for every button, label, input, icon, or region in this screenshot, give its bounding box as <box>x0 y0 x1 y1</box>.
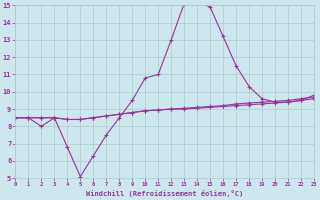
X-axis label: Windchill (Refroidissement éolien,°C): Windchill (Refroidissement éolien,°C) <box>86 190 243 197</box>
